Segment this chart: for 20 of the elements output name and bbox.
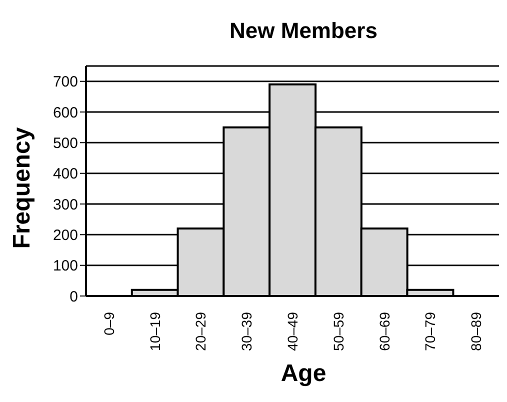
- x-tick-label: 80–89: [468, 312, 484, 351]
- y-tick-label: 100: [52, 258, 78, 275]
- y-tick-label: 0: [70, 288, 78, 306]
- y-tick-label: 200: [52, 226, 78, 244]
- y-tick-label: 700: [52, 74, 78, 91]
- x-tick-label: 10–19: [146, 312, 163, 351]
- x-tick-label: 30–39: [238, 312, 255, 351]
- x-tick-label: 0–9: [100, 312, 117, 336]
- x-axis-title: Age: [280, 360, 328, 388]
- x-tick-label: 60–69: [376, 312, 392, 351]
- x-tick-label: 70–79: [422, 312, 438, 351]
- x-tick-label: 40–49: [284, 312, 300, 351]
- y-tick-label: 500: [52, 134, 78, 152]
- y-tick-label: 400: [52, 166, 78, 183]
- y-tick-label: 600: [52, 104, 78, 122]
- x-tick-label: 20–29: [192, 312, 209, 351]
- x-tick-label: 50–59: [330, 312, 346, 351]
- chart-title: New Members: [228, 18, 378, 44]
- y-tick-label: 300: [52, 196, 78, 214]
- y-axis-title: Frequency: [9, 127, 37, 249]
